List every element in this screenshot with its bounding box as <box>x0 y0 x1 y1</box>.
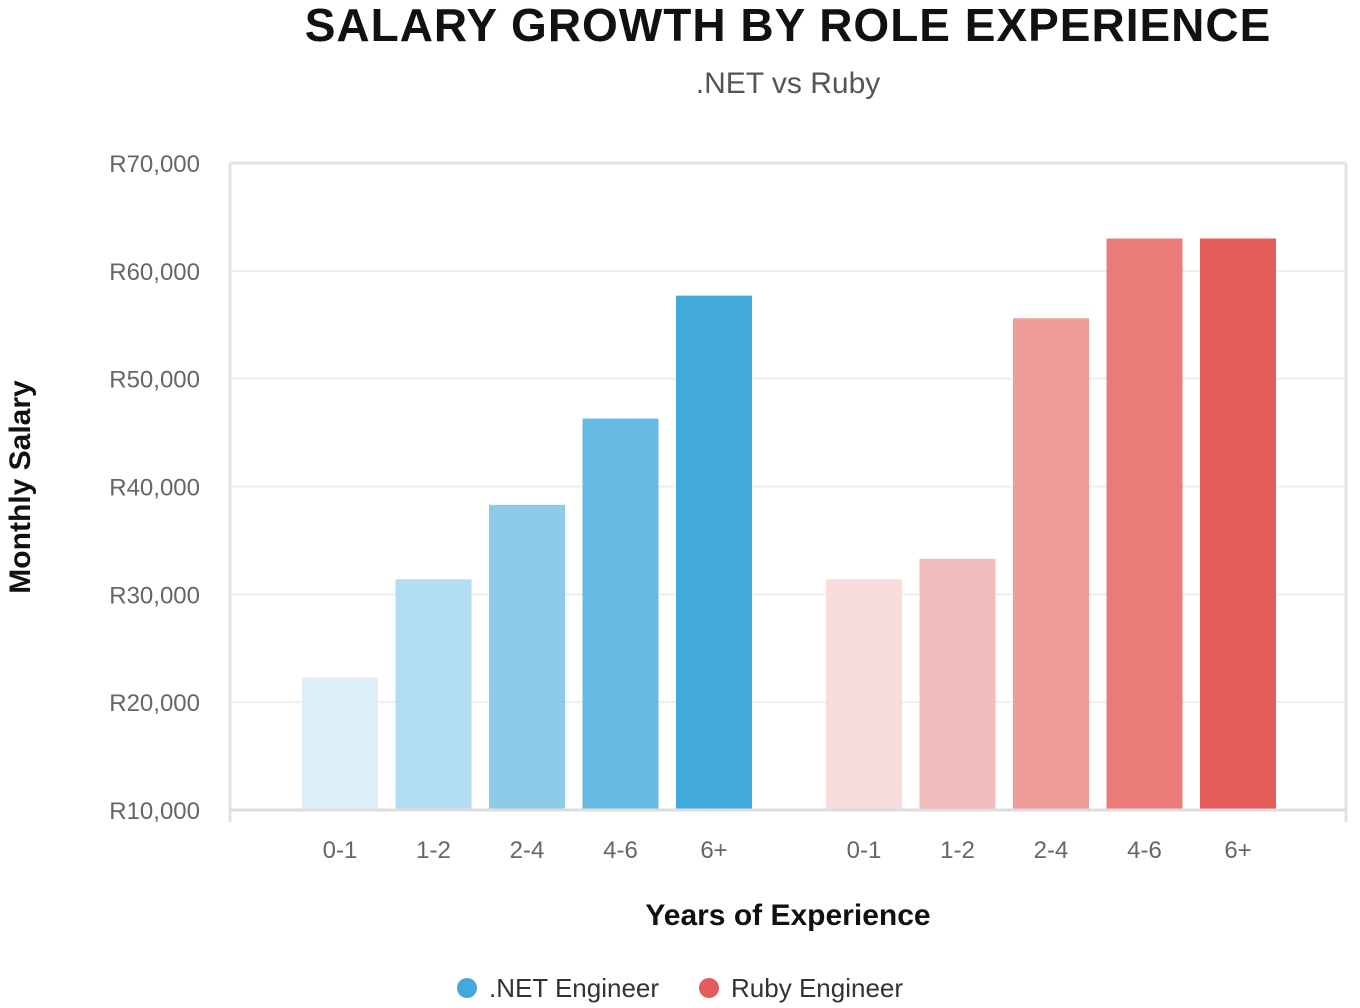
y-tick-label: R10,000 <box>109 798 200 825</box>
bar-ruby-0-1[interactable] <box>826 579 902 810</box>
x-tick-label: 1-2 <box>940 837 975 864</box>
y-tick-label: R40,000 <box>109 475 200 502</box>
bar-net-0-1[interactable] <box>302 677 378 810</box>
y-tick-label: R70,000 <box>109 151 200 178</box>
chart-subtitle: .NET vs Ruby <box>695 67 881 100</box>
legend-label-ruby: Ruby Engineer <box>731 972 904 1003</box>
bars <box>302 238 1276 810</box>
bar-ruby-2-4[interactable] <box>1013 318 1089 810</box>
y-tick-labels: R10,000 R20,000 R30,000 R40,000 R50,000 R60,0… <box>109 151 200 825</box>
bar-ruby-6+[interactable] <box>1200 238 1276 810</box>
bar-net-4-6[interactable] <box>582 418 659 810</box>
bar-net-1-2[interactable] <box>395 579 472 810</box>
legend-item-net[interactable]: .NET Engineer <box>456 972 660 1004</box>
y-tick-label: R30,000 <box>109 582 200 609</box>
y-tick-label: R60,000 <box>109 259 200 286</box>
legend-label-net: .NET Engineer <box>488 972 660 1003</box>
x-axis-title: Years of Experience <box>645 899 930 932</box>
x-tick-label: 0-1 <box>323 837 358 864</box>
axes <box>228 161 1348 822</box>
y-tick-label: R20,000 <box>109 690 200 717</box>
bar-ruby-4-6[interactable] <box>1106 238 1183 810</box>
x-tick-label: 6+ <box>1224 837 1251 864</box>
legend-marker-ruby <box>699 978 720 998</box>
legend-item-ruby[interactable]: Ruby Engineer <box>699 973 903 1004</box>
x-tick-label: 0-1 <box>847 837 882 864</box>
y-axis-title: Monthly Salary <box>4 380 37 594</box>
x-tick-labels: 0-1 1-2 2-4 4-6 6+ 0-1 1-2 2-4 4-6 6+ <box>323 837 1252 864</box>
x-tick-label: 6+ <box>700 837 727 864</box>
x-tick-label: 4-6 <box>1127 837 1162 864</box>
y-tick-label: R50,000 <box>109 367 200 394</box>
bar-net-2-4[interactable] <box>489 504 565 810</box>
chart-title: SALARY GROWTH BY ROLE EXPERIENCE <box>304 0 1272 51</box>
x-tick-label: 2-4 <box>510 837 545 864</box>
legend: .NET Engineer Ruby Engineer <box>0 968 1360 1008</box>
legend-marker-net <box>456 978 477 998</box>
bar-ruby-1-2[interactable] <box>919 558 996 810</box>
x-tick-label: 1-2 <box>416 837 451 864</box>
x-tick-label: 2-4 <box>1034 837 1069 864</box>
chart-canvas: R10,000 R20,000 R30,000 R40,000 R50,000 R60,0… <box>4 151 1348 932</box>
x-tick-label: 4-6 <box>603 837 638 864</box>
bar-net-6+[interactable] <box>676 295 752 810</box>
